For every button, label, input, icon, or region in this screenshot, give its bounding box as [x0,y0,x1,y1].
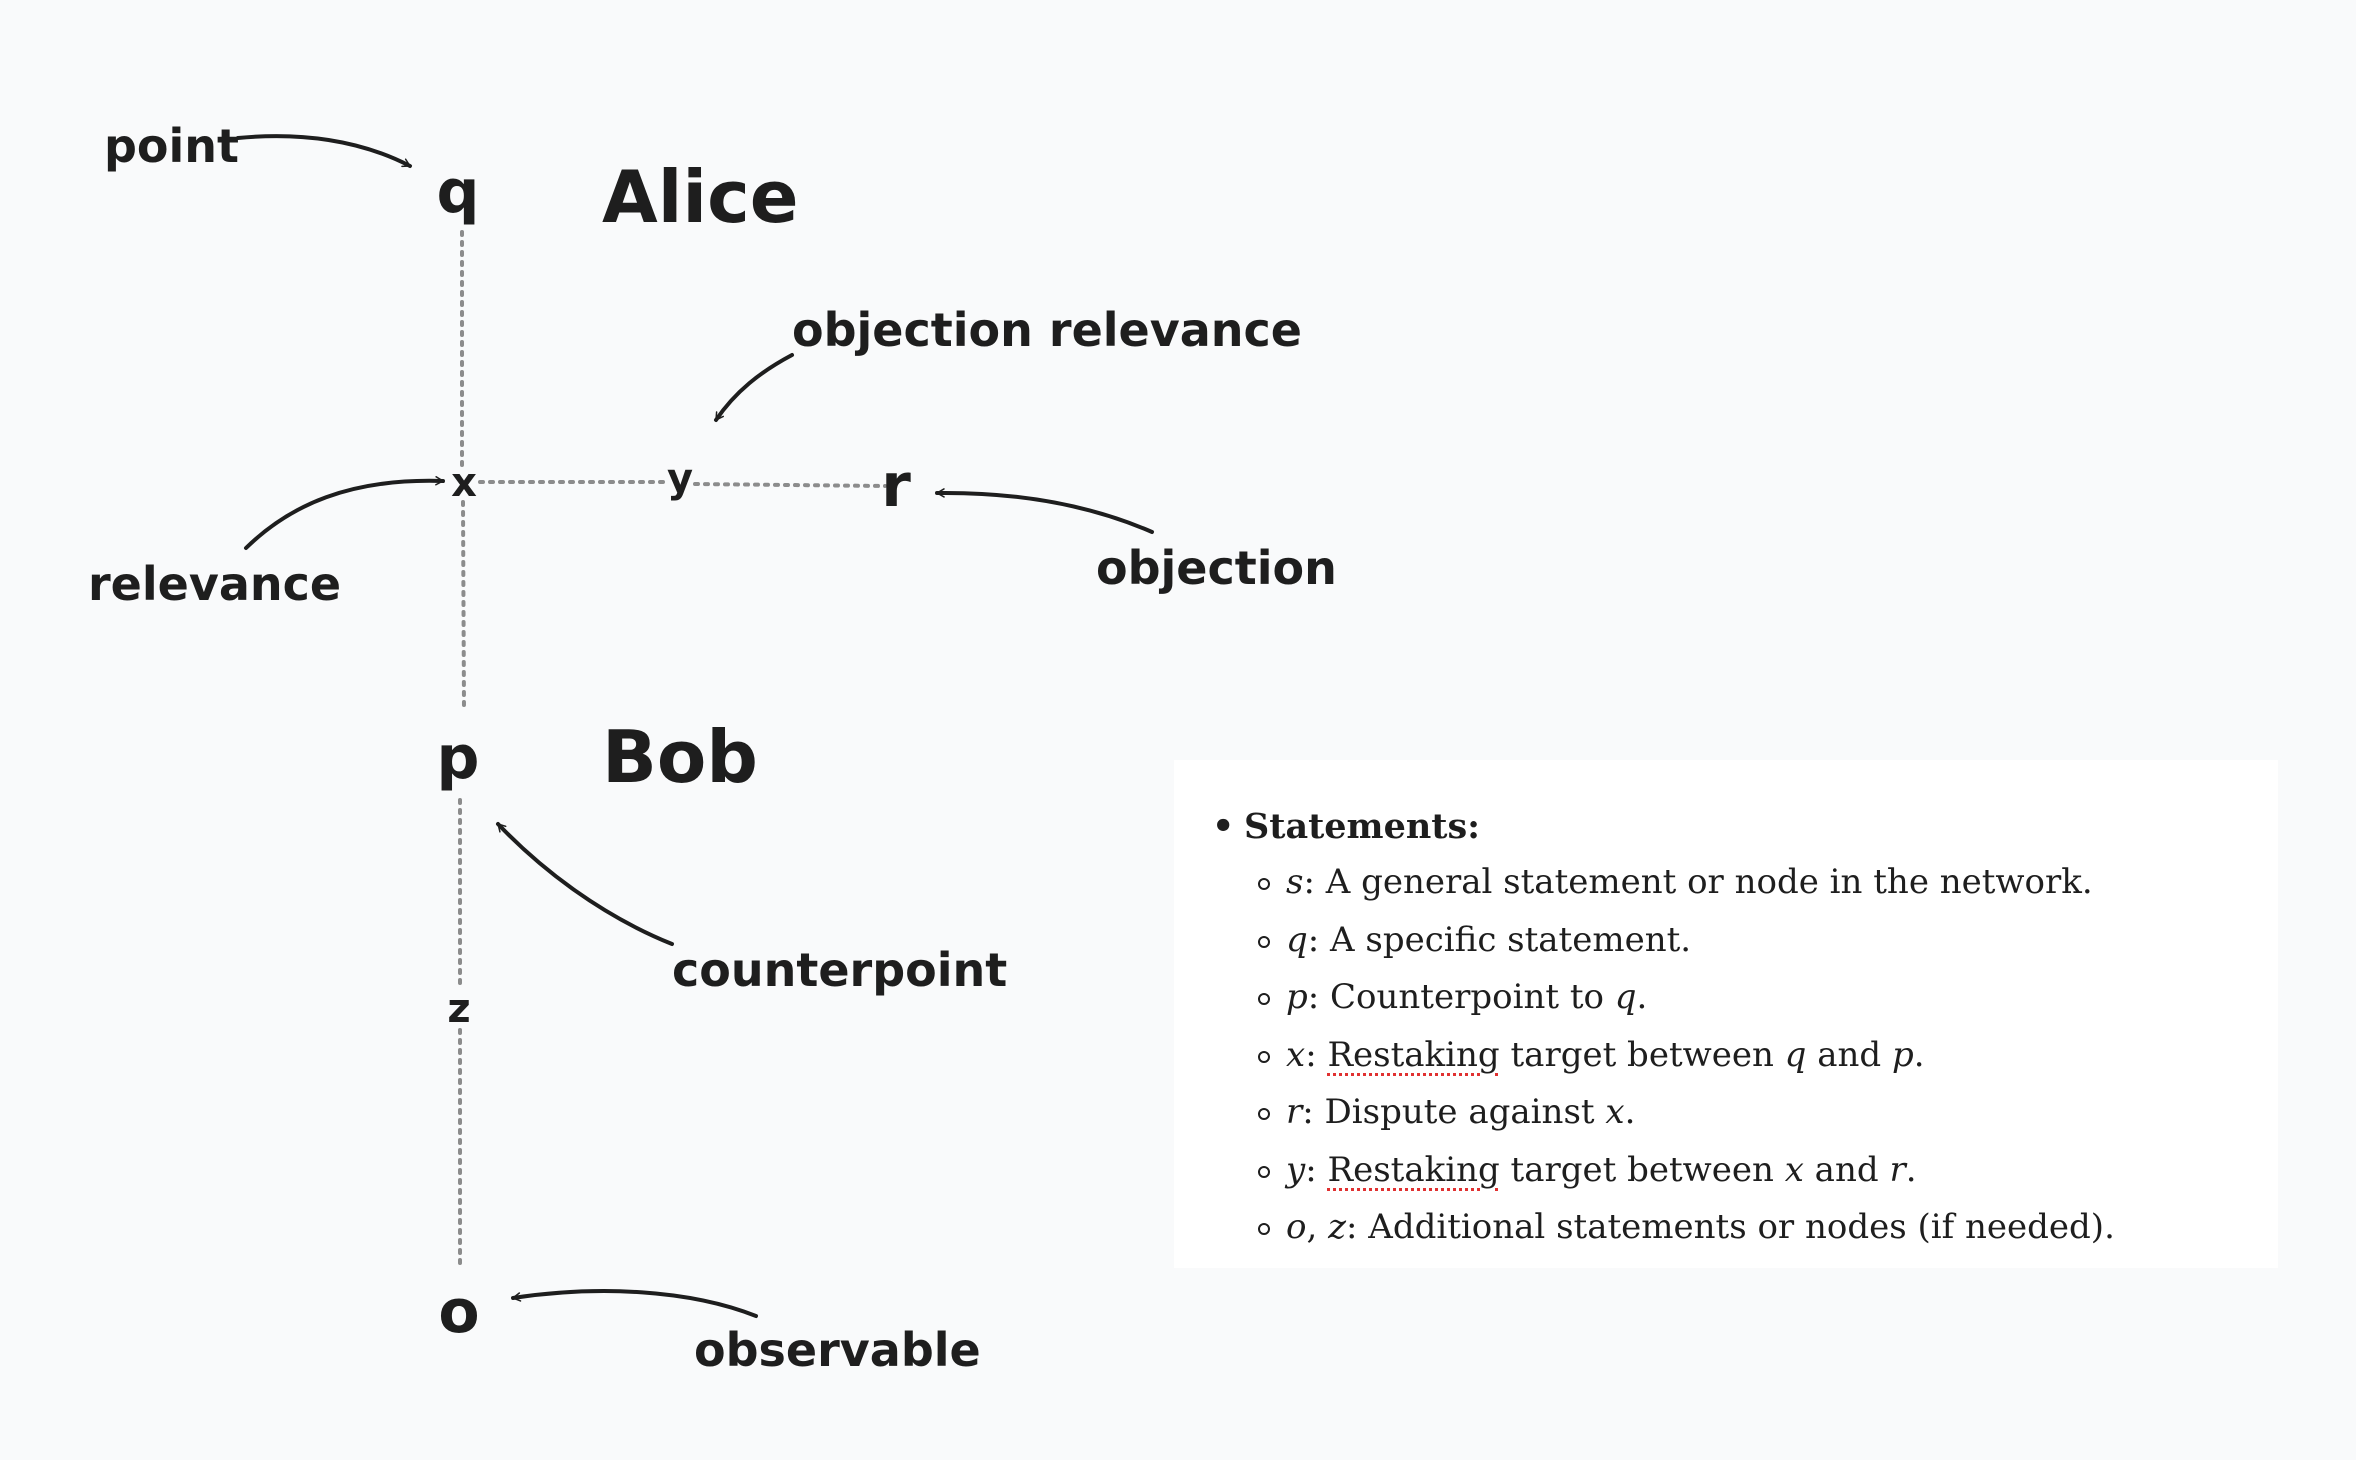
person-bob: Bob [602,715,758,799]
legend-symbol: y [1286,1149,1306,1190]
arrow-point [236,134,412,168]
legend-text: : [1305,1149,1328,1190]
arrow-counterpoint [496,822,674,946]
legend-text: : A specific statement. [1307,919,1692,960]
edge-y-r [693,482,887,488]
label-counterpoint: counterpoint [672,943,1007,997]
legend-symbol: q [1614,977,1637,1017]
legend-text: target between [1499,1034,1785,1075]
legend-item: o, z: Additional statements or nodes (if… [1258,1199,2238,1257]
label-point: point [104,119,239,173]
legend-title: Statements: [1212,800,2238,854]
legend-symbol: q [1784,1034,1807,1075]
legend-term: Restaking [1327,1149,1500,1190]
legend-symbol: r [1889,1149,1906,1190]
node-q: q [437,157,480,227]
legend-item: x: Restaking target between q and p. [1258,1027,2238,1085]
node-y: y [667,456,693,502]
label-relevance: relevance [88,557,341,611]
legend-symbol: x [1286,1034,1306,1075]
legend-text: : Additional statements or nodes (if nee… [1346,1207,2115,1247]
legend-term: Restaking [1327,1034,1500,1075]
legend-symbol: s [1286,862,1304,902]
legend-symbol: r [1286,1092,1303,1132]
legend-text: : A general statement or node in the net… [1303,862,2093,902]
legend-text: and [1803,1149,1890,1190]
node-x: x [451,460,477,506]
edge-x-p [461,500,466,712]
legend-panel: Statements: s: A general statement or no… [1174,760,2278,1268]
legend-symbol: q [1286,919,1308,960]
legend-text: : Dispute against [1302,1092,1606,1132]
legend-text: . [1636,977,1648,1017]
legend-symbol: o [1286,1207,1307,1247]
legend-text: : [1305,1034,1328,1075]
legend-item: y: Restaking target between x and r. [1258,1142,2238,1200]
legend-separator: , [1306,1207,1329,1247]
label-objection-relevance: objection relevance [792,303,1302,357]
person-alice: Alice [602,155,799,239]
legend-text: target between [1499,1149,1785,1190]
legend-text: and [1806,1034,1892,1075]
arrow-relevance [244,476,445,550]
legend-item: p: Counterpoint to q. [1258,969,2238,1027]
legend-symbol: x [1605,1092,1625,1132]
legend-text: . [1905,1149,1917,1190]
legend-item: r: Dispute against x. [1258,1084,2238,1142]
arrow-observable [511,1289,758,1318]
arrow-objection [935,488,1154,534]
legend-text: . [1624,1092,1636,1132]
legend-symbol: p [1286,977,1308,1017]
legend-symbol: p [1891,1034,1914,1075]
node-r: r [881,451,911,521]
legend-item: s: A general statement or node in the ne… [1258,854,2238,912]
node-p: p [437,723,480,793]
legend-item: q: A specific statement. [1258,912,2238,970]
legend-symbol: z [1328,1207,1347,1247]
legend-symbol: x [1784,1149,1804,1190]
node-o: o [438,1277,479,1347]
label-observable: observable [694,1323,981,1377]
legend-text: . [1913,1034,1925,1075]
label-objection: objection [1096,541,1337,595]
legend-text: : Counterpoint to [1307,977,1615,1017]
node-z: z [447,986,470,1032]
legend-list: s: A general statement or node in the ne… [1244,854,2238,1257]
arrow-objection-relevance [714,353,794,422]
